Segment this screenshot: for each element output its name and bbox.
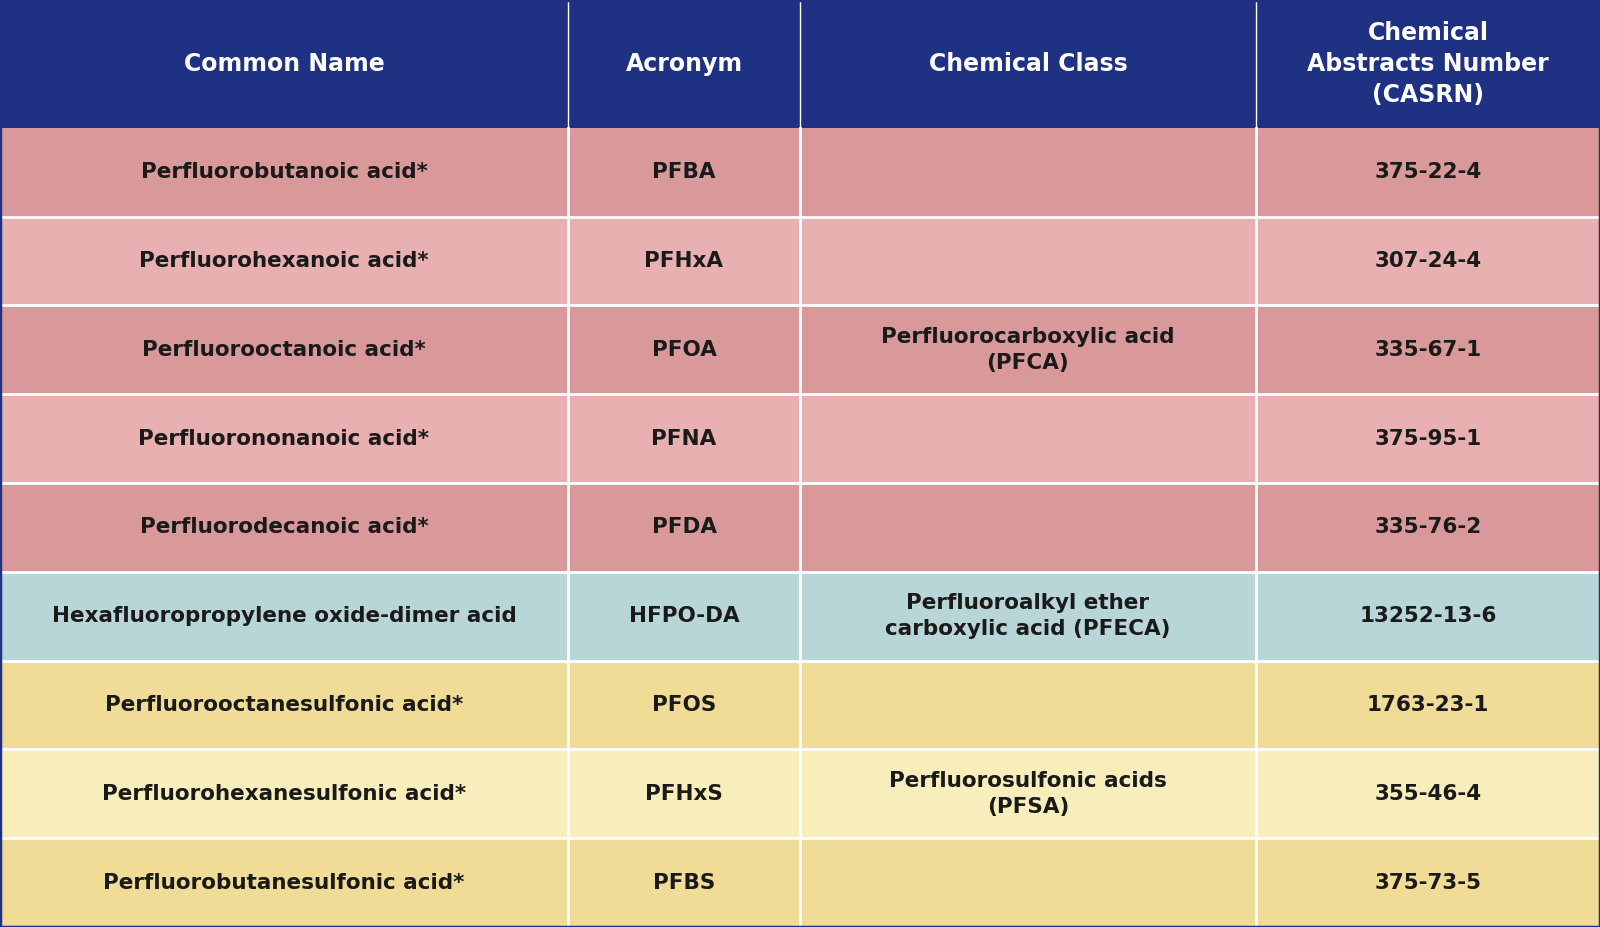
Text: HFPO-DA: HFPO-DA	[629, 606, 739, 627]
Text: Perfluorohexanoic acid*: Perfluorohexanoic acid*	[139, 251, 429, 271]
Text: PFHxS: PFHxS	[645, 784, 723, 804]
Text: 335-76-2: 335-76-2	[1374, 517, 1482, 538]
Bar	[0, 217, 1600, 306]
Text: Perfluorocarboxylic acid
(PFCA): Perfluorocarboxylic acid (PFCA)	[882, 326, 1174, 373]
Text: Chemical
Abstracts Number
(CASRN): Chemical Abstracts Number (CASRN)	[1307, 21, 1549, 107]
Text: Perfluorohexanesulfonic acid*: Perfluorohexanesulfonic acid*	[102, 784, 466, 804]
Text: PFOS: PFOS	[651, 695, 717, 715]
Text: PFBS: PFBS	[653, 872, 715, 893]
Bar	[568, 0, 800, 128]
Bar	[1256, 0, 1600, 128]
Text: Perfluorobutanesulfonic acid*: Perfluorobutanesulfonic acid*	[104, 872, 464, 893]
Text: PFBA: PFBA	[653, 162, 715, 183]
Text: Common Name: Common Name	[184, 52, 384, 76]
Text: Chemical Class: Chemical Class	[928, 52, 1128, 76]
Text: 375-22-4: 375-22-4	[1374, 162, 1482, 183]
Text: PFHxA: PFHxA	[645, 251, 723, 271]
Text: Perfluorooctanoic acid*: Perfluorooctanoic acid*	[142, 340, 426, 360]
Bar	[0, 306, 1600, 394]
Text: 307-24-4: 307-24-4	[1374, 251, 1482, 271]
Text: Perfluorooctanesulfonic acid*: Perfluorooctanesulfonic acid*	[106, 695, 462, 715]
Text: PFOA: PFOA	[651, 340, 717, 360]
Text: 355-46-4: 355-46-4	[1374, 784, 1482, 804]
Text: Hexafluoropropylene oxide-dimer acid: Hexafluoropropylene oxide-dimer acid	[51, 606, 517, 627]
Text: 13252-13-6: 13252-13-6	[1360, 606, 1496, 627]
Text: Perfluorobutanoic acid*: Perfluorobutanoic acid*	[141, 162, 427, 183]
Bar	[800, 0, 1256, 128]
Bar	[0, 661, 1600, 749]
Text: Perfluoroalkyl ether
carboxylic acid (PFECA): Perfluoroalkyl ether carboxylic acid (PF…	[885, 593, 1171, 640]
Text: 335-67-1: 335-67-1	[1374, 340, 1482, 360]
Text: PFDA: PFDA	[651, 517, 717, 538]
Text: Acronym: Acronym	[626, 52, 742, 76]
Text: 375-95-1: 375-95-1	[1374, 428, 1482, 449]
Bar	[0, 394, 1600, 483]
Bar	[0, 483, 1600, 572]
Text: 1763-23-1: 1763-23-1	[1366, 695, 1490, 715]
Text: PFNA: PFNA	[651, 428, 717, 449]
Text: 375-73-5: 375-73-5	[1374, 872, 1482, 893]
Text: Perfluorodecanoic acid*: Perfluorodecanoic acid*	[139, 517, 429, 538]
Text: Perfluorosulfonic acids
(PFSA): Perfluorosulfonic acids (PFSA)	[890, 770, 1166, 817]
Bar	[0, 128, 1600, 217]
Bar	[0, 572, 1600, 661]
Bar	[0, 749, 1600, 838]
Text: Perfluorononanoic acid*: Perfluorononanoic acid*	[139, 428, 429, 449]
Bar	[0, 0, 568, 128]
Bar	[0, 838, 1600, 927]
